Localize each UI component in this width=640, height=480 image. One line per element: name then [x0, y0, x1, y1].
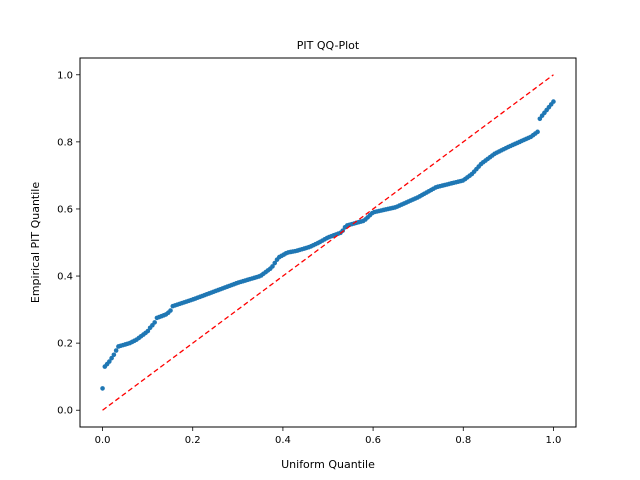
scatter-point: [535, 129, 540, 135]
scatter-point: [109, 355, 114, 361]
scatter-point: [111, 352, 117, 358]
y-tick-label: 0.2: [57, 339, 73, 350]
plot-frame: [79, 57, 577, 428]
scatter-point: [145, 328, 151, 334]
scatter-point: [113, 348, 119, 353]
scatter-point: [152, 320, 157, 325]
y-tick-label: 1.0: [57, 70, 73, 81]
y-axis-title: Empirical PIT Quantile: [29, 182, 42, 303]
chart-title: PIT QQ-Plot: [297, 39, 360, 52]
x-tick-label: 0.0: [95, 435, 111, 446]
y-tick-label: 0.0: [57, 406, 73, 417]
x-tick-label: 0.2: [185, 435, 201, 446]
scatter-point: [551, 99, 556, 104]
x-axis: 0.0 0.2 0.4 0.6 0.8 1.0: [95, 427, 562, 446]
reference-line: [102, 74, 554, 411]
plot-area: [100, 74, 556, 411]
y-tick-label: 0.6: [57, 204, 73, 215]
x-tick-label: 0.4: [275, 435, 291, 446]
x-axis-title: Uniform Quantile: [281, 458, 375, 471]
x-tick-label: 1.0: [546, 435, 562, 446]
scatter-point: [270, 264, 275, 269]
y-axis: 0.0 0.2 0.4 0.6 0.8 1.0: [57, 70, 80, 417]
x-tick-label: 0.6: [365, 435, 381, 446]
scatter-point: [272, 260, 278, 266]
scatter-point: [100, 386, 105, 391]
scatter-point: [168, 308, 173, 313]
x-tick-label: 0.8: [455, 435, 471, 446]
scatter-point: [107, 359, 112, 364]
y-tick-label: 0.8: [57, 137, 73, 148]
y-tick-label: 0.4: [57, 272, 73, 283]
